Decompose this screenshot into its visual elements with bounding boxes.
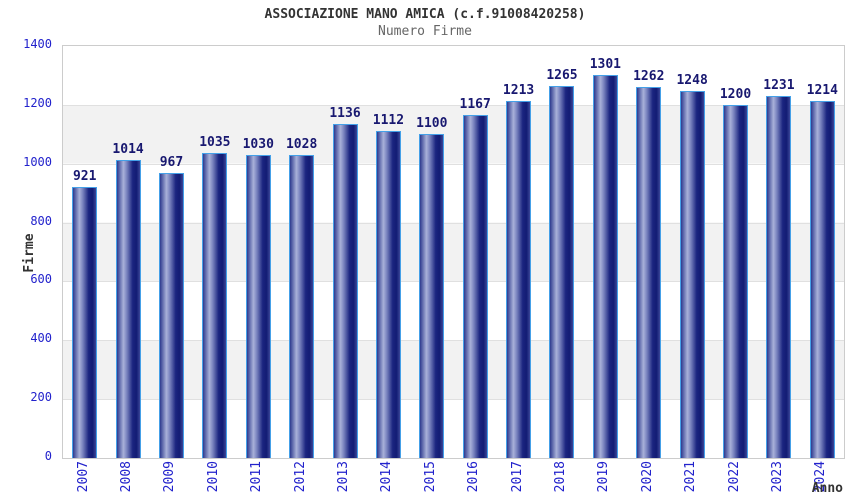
- y-tick-label: 400: [30, 331, 52, 346]
- value-label: 1136: [329, 105, 361, 121]
- x-tick-label: 2019: [596, 461, 612, 493]
- bar-2020: [636, 86, 662, 458]
- y-tick-label: 800: [30, 213, 52, 228]
- gridline: [63, 222, 844, 224]
- gridline: [63, 104, 844, 106]
- value-label: 1262: [633, 68, 665, 84]
- chart-subtitle: Numero Firme: [378, 24, 472, 39]
- gridline: [63, 399, 844, 401]
- y-tick-label: 200: [30, 390, 52, 405]
- value-label: 1035: [199, 135, 231, 151]
- x-tick-label: 2016: [466, 461, 482, 493]
- value-label: 967: [159, 155, 184, 171]
- y-tick-label: 600: [30, 272, 52, 287]
- bar-2024: [809, 100, 835, 458]
- y-tick-label: 1000: [23, 154, 52, 169]
- x-tick-label: 2021: [683, 461, 699, 493]
- bar-2023: [766, 95, 792, 458]
- x-tick-label: 2013: [336, 461, 352, 493]
- bar-2017: [506, 101, 532, 458]
- value-label: 1248: [676, 72, 708, 88]
- y-tick-label: 1400: [23, 37, 52, 51]
- x-tick-label: 2009: [162, 461, 178, 493]
- x-tick-label: 2020: [639, 461, 655, 493]
- x-tick-label: 2022: [726, 461, 742, 493]
- bar-2022: [723, 104, 749, 458]
- value-label: 1213: [502, 83, 535, 99]
- x-tick-label: 2015: [422, 461, 438, 493]
- x-tick-label: 2010: [205, 461, 221, 493]
- chart-title: ASSOCIAZIONE MANO AMICA (c.f.91008420258…: [264, 7, 586, 22]
- bar-2009: [158, 173, 184, 458]
- plot-area: 921 1014 967 1035 1030 1028 1136 1112 1100 1167 12…: [62, 45, 845, 459]
- x-tick-label: 2011: [249, 461, 265, 493]
- bar-2008: [115, 159, 141, 458]
- value-label: 1265: [546, 67, 578, 83]
- bar-2018: [549, 85, 575, 458]
- value-label: 1200: [719, 86, 752, 102]
- value-label: 1214: [806, 82, 838, 98]
- value-label: 1028: [285, 137, 318, 153]
- value-label: 1231: [763, 77, 795, 93]
- y-tick-label: 0: [44, 449, 52, 463]
- x-tick-label: 2007: [75, 461, 91, 493]
- value-label: 1014: [112, 141, 144, 157]
- bar-2019: [592, 75, 618, 458]
- x-tick-label: 2008: [119, 461, 135, 493]
- x-tick-label: 2018: [552, 461, 568, 493]
- y-tick-label: 1200: [23, 95, 52, 110]
- value-label: 1100: [416, 116, 448, 132]
- value-label: 1301: [589, 57, 622, 73]
- gridline: [63, 163, 844, 165]
- x-axis-label: Anno: [811, 481, 843, 496]
- gridline: [63, 281, 844, 283]
- bar-2011: [245, 154, 271, 458]
- bar-2016: [462, 114, 488, 458]
- bar-2007: [72, 186, 98, 458]
- bar-2014: [375, 130, 401, 458]
- value-label: 1030: [242, 136, 274, 152]
- bar-2013: [332, 123, 358, 458]
- bar-2012: [289, 155, 315, 458]
- gridline: [63, 340, 844, 342]
- value-label: 1167: [459, 96, 491, 112]
- x-tick-label: 2017: [509, 461, 525, 493]
- x-tick-label: 2012: [292, 461, 308, 493]
- bar-2021: [679, 90, 705, 458]
- value-label: 921: [72, 168, 97, 184]
- value-label: 1112: [372, 112, 405, 128]
- bar-2010: [202, 153, 228, 458]
- x-tick-label: 2014: [379, 461, 395, 493]
- bar-2015: [419, 134, 445, 458]
